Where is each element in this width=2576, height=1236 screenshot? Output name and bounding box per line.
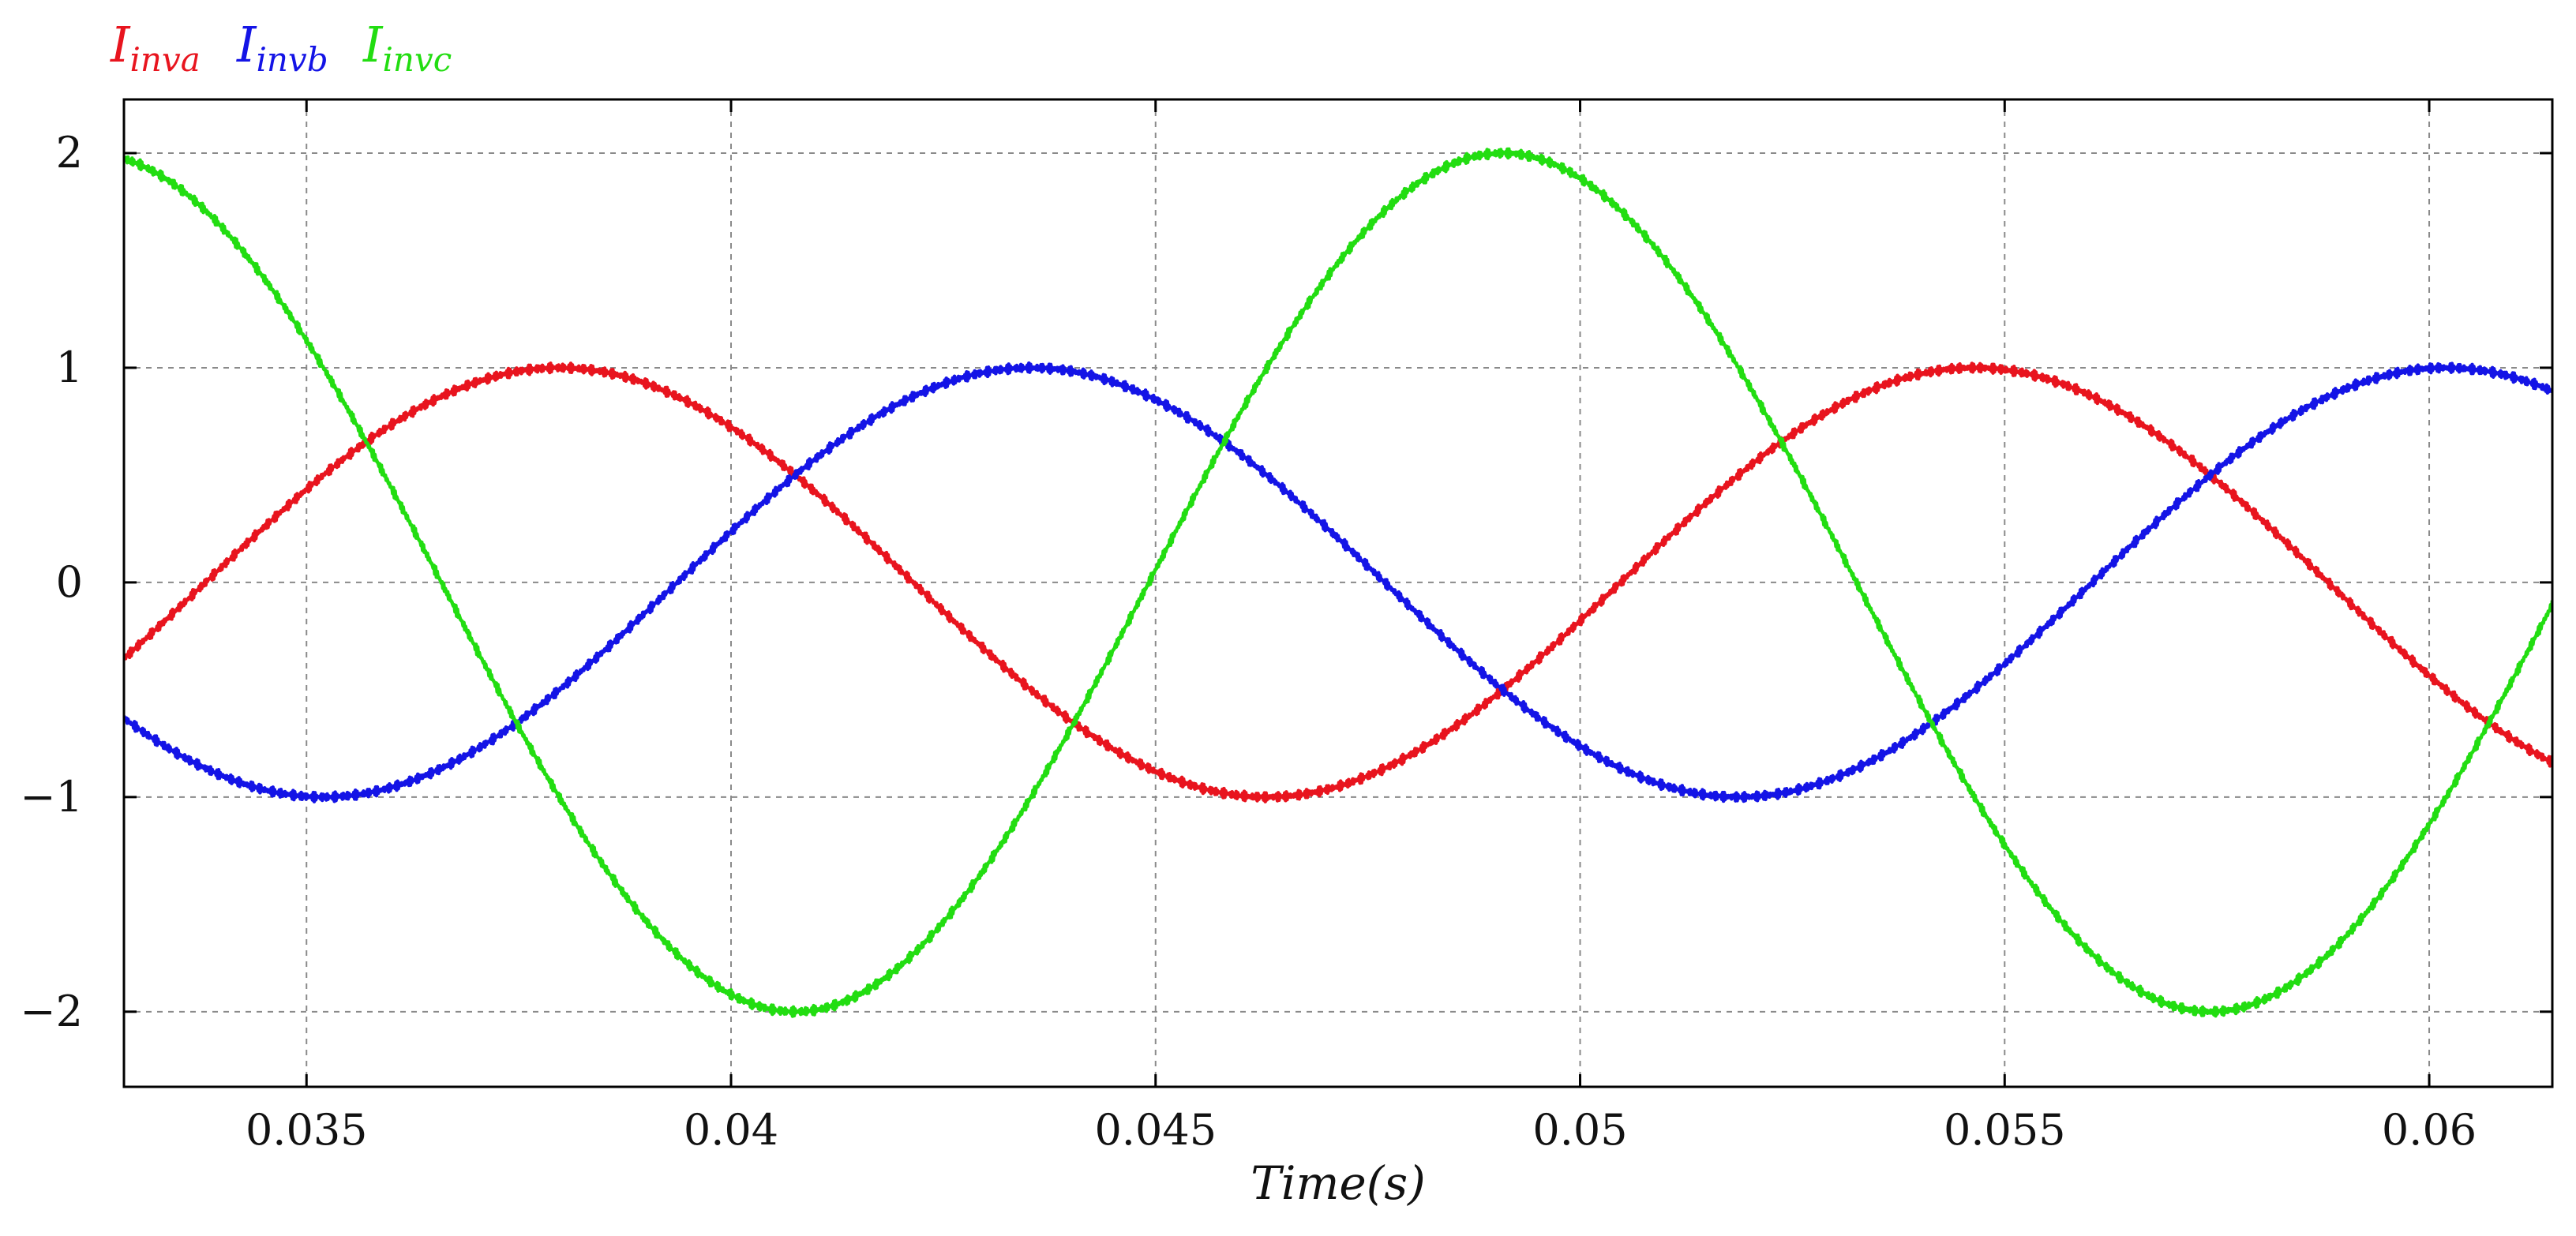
x-axis: 0.035 0.04 0.045 0.05 0.055 0.06: [246, 99, 2477, 1155]
x-tick-label: 0.05: [1532, 1105, 1627, 1155]
series-line-I_invb: [124, 361, 2552, 803]
legend-entry-I_inva: Iinva: [110, 16, 201, 79]
y-tick-label: 0: [56, 557, 83, 607]
legend-symbol: I: [236, 16, 257, 73]
y-axis: 2 1 0 −1 −2: [20, 128, 2552, 1036]
legend-entry-I_invb: Iinvb: [236, 16, 328, 79]
legend-entry-I_invc: Iinvc: [362, 16, 452, 79]
plot-frame: [122, 98, 2554, 1088]
legend: Iinva Iinvb Iinvc: [110, 16, 452, 79]
legend-symbol: I: [110, 16, 131, 73]
series-layer: [124, 147, 2552, 1018]
x-tick-label: 0.04: [684, 1105, 778, 1155]
y-tick-label: −1: [20, 772, 83, 822]
x-tick-label: 0.055: [1944, 1105, 2066, 1155]
grid: [124, 99, 2552, 1087]
y-tick-label: −2: [20, 987, 83, 1036]
x-tick-label: 0.045: [1094, 1105, 1217, 1155]
legend-subscript: inva: [130, 40, 201, 79]
y-tick-label: 1: [56, 343, 83, 392]
legend-subscript: invb: [257, 40, 328, 79]
x-tick-label: 0.06: [2382, 1105, 2477, 1155]
y-tick-label: 2: [56, 128, 83, 178]
x-axis-title: Time(s): [1251, 1156, 1426, 1210]
legend-subscript: invc: [383, 40, 452, 79]
series-line-I_invc: [124, 147, 2552, 1018]
legend-symbol: I: [362, 16, 384, 73]
x-tick-label: 0.035: [246, 1105, 368, 1155]
series-line-I_inva: [124, 361, 2552, 803]
